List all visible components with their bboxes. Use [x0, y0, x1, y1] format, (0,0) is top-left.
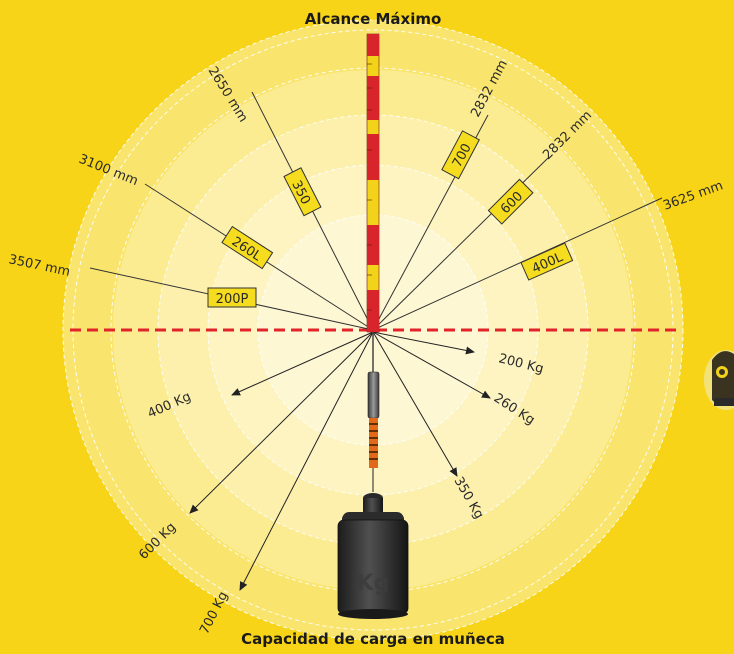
payload-arrow-350	[372, 331, 458, 477]
reach-label-200p: 3507 mm	[7, 252, 71, 280]
dashed-circle	[62, 19, 684, 641]
bottom-title: Capacidad de carga en muñeca	[241, 630, 505, 648]
robot-thumbnail	[704, 350, 734, 410]
model-box-200p: 200P	[207, 287, 257, 308]
payload-arrow-200	[372, 331, 475, 355]
payload-label-700: 700 Kg	[197, 589, 231, 637]
payload-arrow-400	[231, 331, 374, 396]
reach-pole	[366, 33, 380, 333]
reach-line-400l	[372, 197, 663, 331]
payload-arrow-260	[372, 331, 491, 399]
model-label-200p: 200P	[216, 292, 249, 307]
reach-label-400l: 3625 mm	[661, 178, 725, 213]
payload-arrow-700	[239, 331, 374, 591]
model-box-400l: 400L	[520, 242, 574, 281]
top-title: Alcance Máximo	[305, 10, 442, 28]
load-cylinder	[367, 371, 380, 419]
weight-kg-label: Kg	[357, 571, 390, 596]
payload-arrows	[189, 331, 491, 591]
spring	[369, 418, 378, 468]
model-box-350: 350	[283, 167, 322, 217]
payload-arrow-600	[189, 331, 374, 514]
weight-block: Kg	[337, 493, 409, 619]
wrist-hanger	[367, 332, 380, 492]
